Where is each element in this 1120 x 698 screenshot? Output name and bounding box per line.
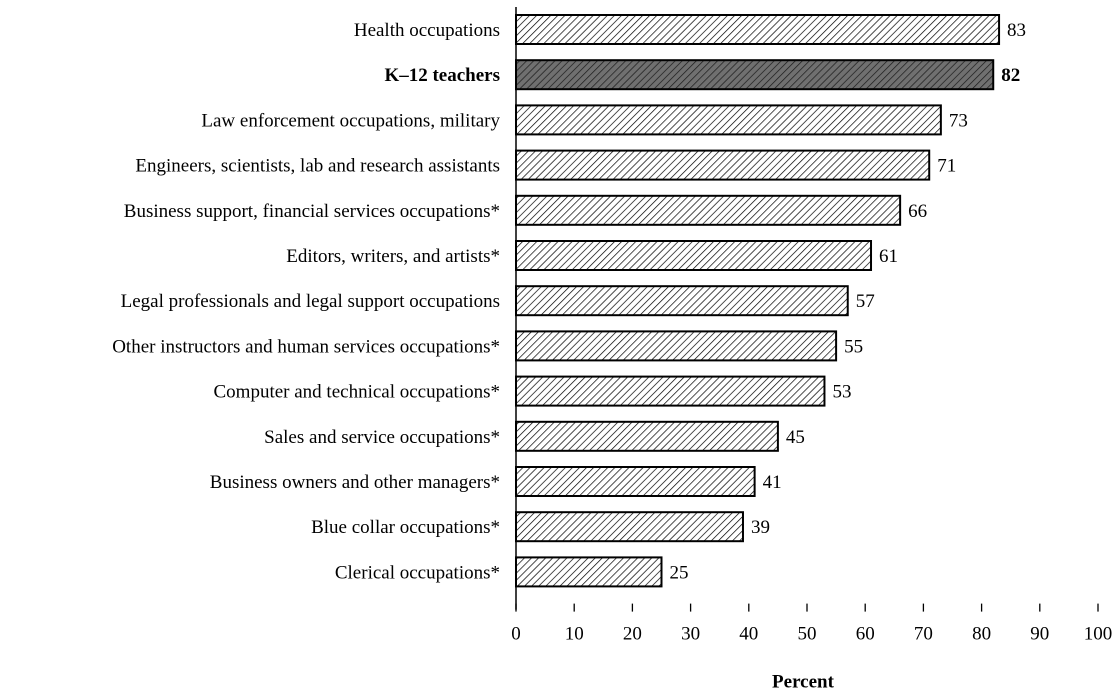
x-tick-label-0: 0 [511,624,521,645]
value-label-1: 82 [1001,65,1020,86]
bar-3 [515,149,931,181]
x-tick-label-9: 90 [1030,624,1049,645]
axes-group: 0 10 20 30 40 50 60 70 80 90 100 [511,7,1112,645]
category-label-5: Editors, writers, and artists* [286,246,500,267]
bar-10 [515,466,756,497]
category-label-1: K–12 teachers [384,65,500,86]
x-tick-label-2: 20 [623,624,642,645]
bar-7 [515,330,838,362]
x-tick-label-10: 100 [1084,624,1113,645]
x-tick-label-3: 30 [681,624,700,645]
bar-9 [515,420,779,452]
x-axis-title: Percent [772,672,835,693]
value-label-0: 83 [1007,20,1026,41]
x-tick-label-7: 70 [914,624,933,645]
value-label-4: 66 [908,201,927,222]
value-label-12: 25 [670,562,689,583]
bar-8 [515,375,826,407]
bar-0 [515,14,1001,45]
bar-6 [515,285,849,317]
bar-12 [515,556,663,588]
bar-4 [515,194,902,226]
category-label-3: Engineers, scientists, lab and research … [135,156,500,177]
value-label-7: 55 [844,336,863,357]
bars-group: Health occupations 83 K–12 teachers 82 Law e… [112,14,1026,588]
value-label-11: 39 [751,517,770,538]
value-label-9: 45 [786,427,805,448]
x-tick-label-4: 40 [739,624,758,645]
value-label-10: 41 [763,472,782,493]
value-label-2: 73 [949,110,968,131]
bar-2 [515,104,942,136]
x-tick-label-6: 60 [856,624,875,645]
value-label-3: 71 [937,156,956,177]
x-tick-label-5: 50 [798,624,817,645]
category-label-7: Other instructors and human services occ… [112,336,500,357]
bar-11 [515,511,744,543]
category-label-10: Business owners and other managers* [210,472,500,493]
category-label-2: Law enforcement occupations, military [201,110,500,131]
category-label-9: Sales and service occupations* [264,427,500,448]
value-label-8: 53 [832,382,851,403]
bar-1 [515,59,995,91]
category-label-12: Clerical occupations* [335,562,500,583]
bar-5 [515,240,873,271]
x-tick-label-8: 80 [972,624,991,645]
category-label-4: Business support, financial services occ… [124,201,500,222]
category-label-11: Blue collar occupations* [311,517,500,538]
value-label-6: 57 [856,291,875,312]
x-tick-label-1: 10 [565,624,584,645]
value-label-5: 61 [879,246,898,267]
category-label-6: Legal professionals and legal support oc… [121,291,500,312]
category-label-0: Health occupations [354,20,500,41]
category-label-8: Computer and technical occupations* [214,382,501,403]
